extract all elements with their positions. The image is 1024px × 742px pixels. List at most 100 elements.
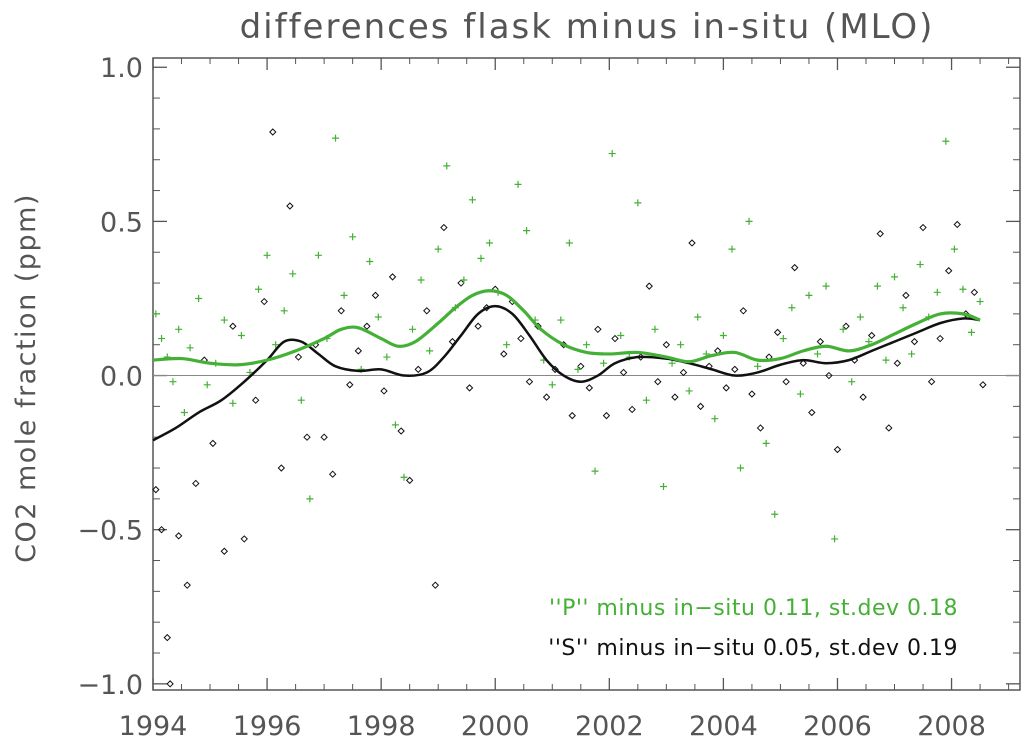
p-data-point <box>383 353 391 361</box>
s-data-point <box>414 365 422 374</box>
p-data-point <box>280 307 288 315</box>
s-data-point <box>286 202 294 210</box>
x-tick-label: 2002 <box>575 711 644 742</box>
y-tick-label: −0.5 <box>77 516 143 547</box>
s-data-point <box>808 408 816 417</box>
s-data-point <box>919 223 927 232</box>
p-data-point <box>158 335 166 343</box>
s-data-point <box>688 239 696 247</box>
s-data-point <box>628 405 636 414</box>
p-data-point <box>477 254 485 262</box>
s-data-point <box>619 368 628 377</box>
s-data-point <box>756 424 765 432</box>
x-tick-label: 2008 <box>917 711 986 742</box>
s-data-point <box>585 384 594 392</box>
legend-entry-p: ''P'' minus in−situ 0.11, st.dev 0.18 <box>549 596 958 621</box>
p-data-point <box>426 347 434 355</box>
s-data-point <box>440 223 448 232</box>
y-axis-label: CO2 mole fraction (ppm) <box>11 193 42 563</box>
s-data-point <box>397 427 405 435</box>
p-data-point <box>968 328 976 336</box>
p-data-point <box>634 199 642 207</box>
p-data-point <box>591 467 599 475</box>
s-data-point <box>354 347 363 355</box>
s-data-point <box>799 359 807 367</box>
s-data-point <box>782 378 790 386</box>
s-data-point <box>671 393 679 401</box>
p-data-point <box>805 291 813 299</box>
p-data-point <box>574 365 582 373</box>
s-data-point <box>260 297 268 306</box>
p-data-point <box>771 510 779 518</box>
plot-frame <box>152 57 1021 691</box>
p-data-point <box>728 245 736 253</box>
s-data-point <box>833 445 842 454</box>
s-data-point <box>240 535 248 543</box>
s-data-point <box>662 341 671 349</box>
s-data-point <box>269 128 277 136</box>
s-data-point <box>328 470 337 478</box>
p-data-point <box>660 483 668 491</box>
y-tick-label: 0.5 <box>100 207 143 238</box>
s-data-point <box>902 291 910 300</box>
s-data-point <box>294 353 303 361</box>
s-data-point <box>748 390 756 398</box>
p-data-point <box>514 180 522 188</box>
p-data-point <box>822 282 830 290</box>
p-data-point <box>272 341 280 349</box>
s-data-point <box>739 307 748 315</box>
s-data-point <box>320 433 328 441</box>
legend-entry-s: ''S'' minus in−situ 0.05, st.dev 0.19 <box>548 636 958 661</box>
p-data-point <box>745 217 753 225</box>
p-data-point <box>788 304 796 312</box>
s-data-point <box>611 334 619 343</box>
p-data-point <box>203 381 211 389</box>
s-data-point <box>645 282 653 290</box>
s-data-point <box>953 220 961 229</box>
p-data-point <box>796 390 804 398</box>
x-tick-label: 2006 <box>803 711 872 742</box>
p-data-point <box>668 359 676 367</box>
p-data-point <box>417 276 425 284</box>
p-data-point <box>374 313 382 321</box>
s-data-point <box>859 393 867 401</box>
p-data-point <box>583 341 590 349</box>
p-data-point <box>180 409 188 417</box>
s-data-point <box>209 439 217 448</box>
s-data-point <box>790 263 799 272</box>
p-data-point <box>865 338 873 346</box>
p-data-point <box>169 378 177 386</box>
s-data-point <box>457 279 465 287</box>
p-smooth-curve <box>152 289 981 367</box>
s-data-point <box>380 387 388 395</box>
s-smooth-curve <box>152 304 981 442</box>
x-tick-label: 1996 <box>233 711 302 742</box>
p-data-point <box>246 368 254 376</box>
s-data-point <box>927 378 936 386</box>
s-data-point <box>910 337 919 346</box>
s-data-point <box>277 464 286 472</box>
s-data-point <box>192 479 200 488</box>
s-data-point <box>568 411 576 420</box>
p-data-point <box>306 495 314 503</box>
s-data-point <box>337 307 345 315</box>
s-data-point <box>163 633 171 642</box>
y-tick-label: 0.0 <box>100 362 143 393</box>
s-data-point <box>303 433 311 441</box>
p-data-point <box>908 350 916 358</box>
p-data-point <box>297 396 305 404</box>
p-data-point <box>434 245 442 253</box>
s-data-point <box>979 381 987 389</box>
p-data-point <box>899 304 907 312</box>
p-data-point <box>557 316 565 324</box>
s-data-point <box>465 384 474 392</box>
s-data-point <box>405 476 414 485</box>
p-data-point <box>523 227 531 235</box>
p-data-point <box>848 378 856 386</box>
series-p-points <box>152 134 984 543</box>
smooth-curves <box>152 289 981 442</box>
s-data-point <box>174 532 183 540</box>
p-data-point <box>237 331 245 339</box>
p-data-point <box>263 251 271 259</box>
p-data-point <box>779 335 787 343</box>
